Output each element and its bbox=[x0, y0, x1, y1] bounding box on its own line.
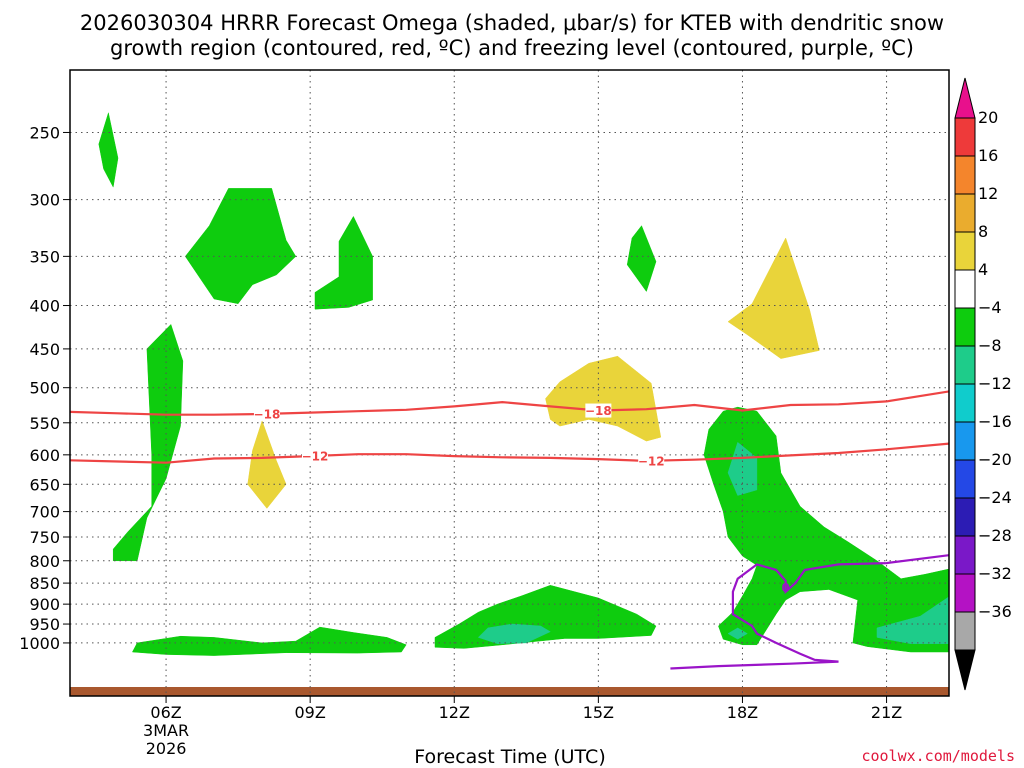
colorbar-swatch-12 bbox=[954, 573, 976, 613]
y-tick-label-650: 650 bbox=[29, 475, 60, 494]
omega-green-a bbox=[98, 111, 119, 188]
freezing-level-contour bbox=[670, 554, 949, 670]
omega-yellow-a bbox=[727, 237, 820, 359]
colorbar-swatch-9 bbox=[954, 459, 976, 499]
contour-layer bbox=[70, 390, 949, 670]
omega-green-b bbox=[184, 188, 297, 304]
colorbar-swatch-8 bbox=[954, 421, 976, 461]
dgz-minus18-contour-label: −18 bbox=[254, 407, 281, 421]
omega-shading-layer bbox=[98, 111, 949, 656]
omega-colorbar: 20 16 12 8 4 −4 −8 −12 −16 −20 −24 −28 −32 −36 bbox=[954, 77, 1012, 691]
y-tick-label-800: 800 bbox=[29, 552, 60, 571]
dgz-minus12-contour-b-label: −12 bbox=[638, 454, 665, 468]
colorbar-swatch-0 bbox=[954, 117, 976, 157]
omega-green-f bbox=[703, 406, 949, 653]
colorbar-swatch-4 bbox=[954, 269, 976, 309]
colorbar-label-5: −4 bbox=[978, 298, 1002, 317]
colorbar-label-13: −36 bbox=[978, 602, 1012, 621]
colorbar-swatch-2 bbox=[954, 193, 976, 233]
ground-surface-band bbox=[70, 687, 949, 696]
colorbar-bottom-arrow bbox=[954, 649, 976, 691]
y-tick-label-550: 550 bbox=[29, 414, 60, 433]
colorbar-label-11: −28 bbox=[978, 526, 1012, 545]
plot-area: −18 −18 −12 −12 0 bbox=[69, 69, 950, 697]
dgz-minus12-contour-label: −12 bbox=[302, 449, 329, 463]
x-tick-label-18Z: 18Z bbox=[727, 703, 758, 722]
colorbar-label-6: −8 bbox=[978, 336, 1002, 355]
colorbar-swatch-5 bbox=[954, 307, 976, 347]
dgz-minus18-contour-b-label-bg bbox=[585, 403, 612, 418]
x-tick-label-15Z: 15Z bbox=[583, 703, 614, 722]
y-tick-label-700: 700 bbox=[29, 503, 60, 522]
colorbar-label-12: −32 bbox=[978, 564, 1012, 583]
colorbar-label-2: 12 bbox=[978, 184, 998, 203]
y-tick-label-850: 850 bbox=[29, 574, 60, 593]
omega-teal-b bbox=[727, 627, 748, 640]
colorbar-top-arrow bbox=[954, 77, 976, 119]
colorbar-label-9: −20 bbox=[978, 450, 1012, 469]
dgz-minus12-contour-label-bg bbox=[301, 448, 328, 463]
dgz-minus18-contour-b-label: −18 bbox=[585, 404, 612, 418]
y-tick-label-1000: 1000 bbox=[19, 634, 60, 653]
x-tick-label-21Z: 21Z bbox=[871, 703, 902, 722]
dgz-minus18-contour bbox=[70, 390, 949, 416]
omega-green-g bbox=[434, 585, 657, 649]
colorbar-label-0: 20 bbox=[978, 108, 998, 127]
contour-label-layer: −18 −18 −12 −12 0 bbox=[253, 403, 790, 595]
dgz-minus12-contour bbox=[70, 442, 949, 464]
x-tick-label-12Z: 12Z bbox=[439, 703, 470, 722]
y-tick-label-400: 400 bbox=[29, 297, 60, 316]
colorbar-swatch-3 bbox=[954, 231, 976, 271]
y-tick-label-900: 900 bbox=[29, 595, 60, 614]
colorbar-swatch-6 bbox=[954, 345, 976, 385]
colorbar-label-4: 4 bbox=[978, 260, 988, 279]
y-tick-label-350: 350 bbox=[29, 247, 60, 266]
plot-frame bbox=[69, 69, 950, 697]
x-tick-sublabel-2026: 2026 bbox=[146, 739, 187, 758]
y-tick-label-950: 950 bbox=[29, 615, 60, 634]
omega-teal-c bbox=[876, 596, 949, 644]
y-tick-label-300: 300 bbox=[29, 191, 60, 210]
omega-yellow-b bbox=[545, 355, 662, 442]
colorbar-swatch-11 bbox=[954, 535, 976, 575]
x-tick-sublabel-3MAR: 3MAR bbox=[143, 721, 189, 740]
colorbar-swatch-13 bbox=[954, 611, 976, 651]
colorbar-label-7: −12 bbox=[978, 374, 1012, 393]
omega-green-h bbox=[132, 626, 407, 656]
omega-green-e bbox=[112, 323, 184, 562]
y-tick-label-450: 450 bbox=[29, 340, 60, 359]
colorbar-swatch-10 bbox=[954, 497, 976, 537]
colorbar-label-10: −24 bbox=[978, 488, 1012, 507]
x-tick-label-09Z: 09Z bbox=[294, 703, 325, 722]
x-tick-label-06Z: 06Z bbox=[150, 703, 181, 722]
omega-teal-d bbox=[477, 623, 551, 644]
colorbar-swatch-7 bbox=[954, 383, 976, 423]
omega-yellow-c bbox=[247, 420, 287, 509]
colorbar-swatch-1 bbox=[954, 155, 976, 195]
omega-teal-a bbox=[727, 441, 758, 496]
y-tick-label-750: 750 bbox=[29, 528, 60, 547]
omega-green-d bbox=[626, 225, 657, 293]
credit-text: coolwx.com/models bbox=[861, 747, 1015, 765]
colorbar-label-3: 8 bbox=[978, 222, 988, 241]
dgz-minus18-contour-label-bg bbox=[253, 406, 280, 421]
chart-title-line1: 2026030304 HRRR Forecast Omega (shaded, … bbox=[80, 11, 944, 35]
x-axis-label: Forecast Time (UTC) bbox=[414, 746, 605, 768]
colorbar-label-8: −16 bbox=[978, 412, 1012, 431]
omega-green-c bbox=[314, 215, 373, 310]
dgz-minus12-contour-b-label-bg bbox=[638, 453, 665, 468]
freezing-level-contour-label: 0 bbox=[782, 581, 790, 595]
y-tick-label-500: 500 bbox=[29, 379, 60, 398]
chart-title-line2: growth region (contoured, red, ºC) and f… bbox=[110, 36, 914, 60]
y-axis: 250 300 350 400 450 500 550 600 650 700 750 800 850 9… bbox=[19, 123, 70, 653]
y-tick-label-250: 250 bbox=[29, 123, 60, 142]
colorbar-label-1: 16 bbox=[978, 146, 998, 165]
y-tick-label-600: 600 bbox=[29, 446, 60, 465]
